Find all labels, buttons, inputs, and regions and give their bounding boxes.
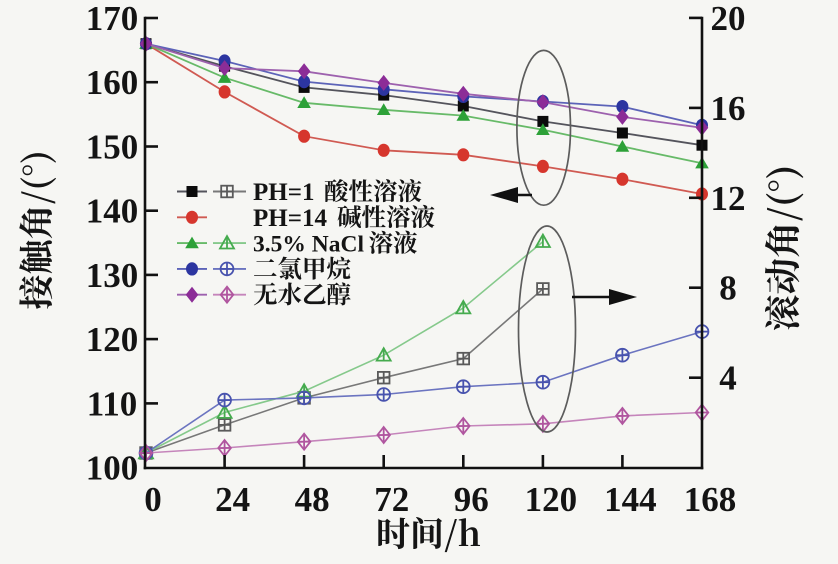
svg-text:PH=14: PH=14	[253, 205, 327, 232]
svg-text:3.5% NaCl: 3.5% NaCl	[253, 232, 364, 258]
svg-text:130: 130	[86, 256, 139, 295]
svg-text:12: 12	[711, 179, 746, 218]
svg-text:150: 150	[86, 128, 139, 167]
svg-text:4: 4	[719, 359, 737, 398]
svg-text:100: 100	[86, 449, 139, 488]
svg-text:8: 8	[719, 269, 737, 308]
svg-text:170: 170	[86, 0, 139, 38]
svg-text:PH=1: PH=1	[253, 179, 314, 206]
svg-text:0: 0	[144, 480, 162, 519]
svg-text:160: 160	[86, 63, 139, 102]
svg-text:24: 24	[215, 480, 250, 519]
svg-text:72: 72	[374, 480, 409, 519]
svg-text:96: 96	[454, 480, 489, 519]
svg-text:120: 120	[86, 320, 139, 359]
svg-text:120: 120	[525, 480, 578, 519]
svg-text:140: 140	[86, 192, 139, 231]
svg-text:110: 110	[87, 384, 138, 423]
svg-text:48: 48	[295, 480, 330, 519]
svg-text:168: 168	[684, 480, 737, 519]
svg-text:16: 16	[711, 89, 746, 128]
svg-text:144: 144	[604, 480, 657, 519]
svg-text:20: 20	[711, 0, 746, 38]
